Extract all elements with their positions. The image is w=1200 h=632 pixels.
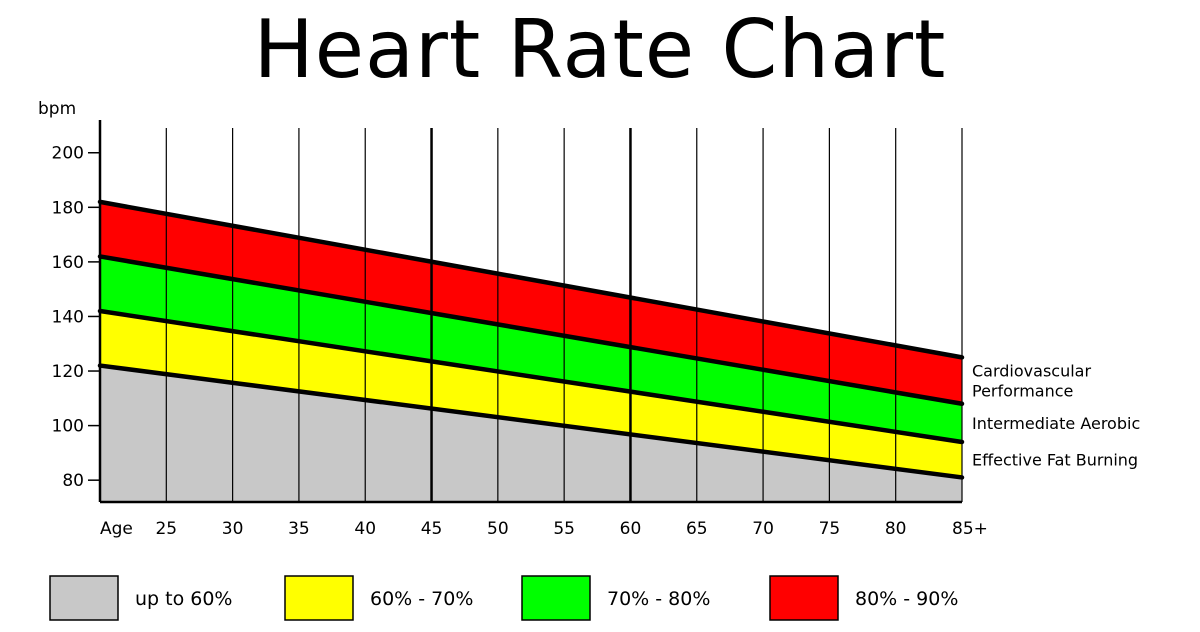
y-axis-label: bpm bbox=[38, 99, 76, 119]
band-70-80- bbox=[100, 256, 962, 442]
band-80-90- bbox=[100, 201, 962, 404]
band-60-70- bbox=[100, 311, 962, 478]
y-tick-label: 180 bbox=[52, 198, 84, 218]
x-tick-label: 30 bbox=[222, 519, 244, 539]
x-tick-label: 60 bbox=[620, 519, 642, 539]
y-tick-label: 100 bbox=[52, 417, 84, 437]
zone-boundary-line bbox=[97, 363, 965, 480]
y-tick-label: 160 bbox=[52, 253, 84, 273]
legend-label: up to 60% bbox=[135, 588, 233, 610]
zone-boundary-line bbox=[97, 254, 965, 407]
x-tick-label: 45 bbox=[421, 519, 443, 539]
zone-label: Performance bbox=[972, 382, 1073, 401]
y-tick-label: 80 bbox=[62, 471, 84, 491]
x-tick-label: 50 bbox=[487, 519, 509, 539]
legend-label: 60% - 70% bbox=[370, 588, 473, 610]
chart-title: Heart Rate Chart bbox=[253, 3, 947, 96]
y-tick-label: 200 bbox=[52, 144, 84, 164]
x-tick-label: 65 bbox=[686, 519, 708, 539]
x-tick-label: 35 bbox=[288, 519, 310, 539]
zone-label: Effective Fat Burning bbox=[972, 451, 1138, 470]
x-tick-label: 70 bbox=[752, 519, 774, 539]
x-tick-label: 25 bbox=[155, 519, 177, 539]
x-tick-label: 40 bbox=[354, 519, 376, 539]
legend-label: 80% - 90% bbox=[855, 588, 958, 610]
band-up-to-60- bbox=[100, 365, 962, 502]
legend-swatch bbox=[49, 575, 119, 621]
zone-label: Cardiovascular bbox=[972, 362, 1091, 381]
x-tick-label: 75 bbox=[819, 519, 841, 539]
x-axis-label: Age bbox=[100, 519, 133, 539]
legend-swatch bbox=[521, 575, 591, 621]
x-tick-label: 55 bbox=[553, 519, 575, 539]
y-tick-label: 140 bbox=[52, 307, 84, 327]
zone-label: Intermediate Aerobic bbox=[972, 414, 1140, 433]
x-tick-label: 80 bbox=[885, 519, 907, 539]
zone-boundary-line bbox=[97, 308, 965, 445]
y-tick-label: 120 bbox=[52, 362, 84, 382]
legend-swatch bbox=[769, 575, 839, 621]
zone-boundary-line bbox=[97, 199, 965, 360]
legend-swatch bbox=[284, 575, 354, 621]
legend-label: 70% - 80% bbox=[607, 588, 710, 610]
x-tick-label: 85+ bbox=[952, 519, 988, 539]
